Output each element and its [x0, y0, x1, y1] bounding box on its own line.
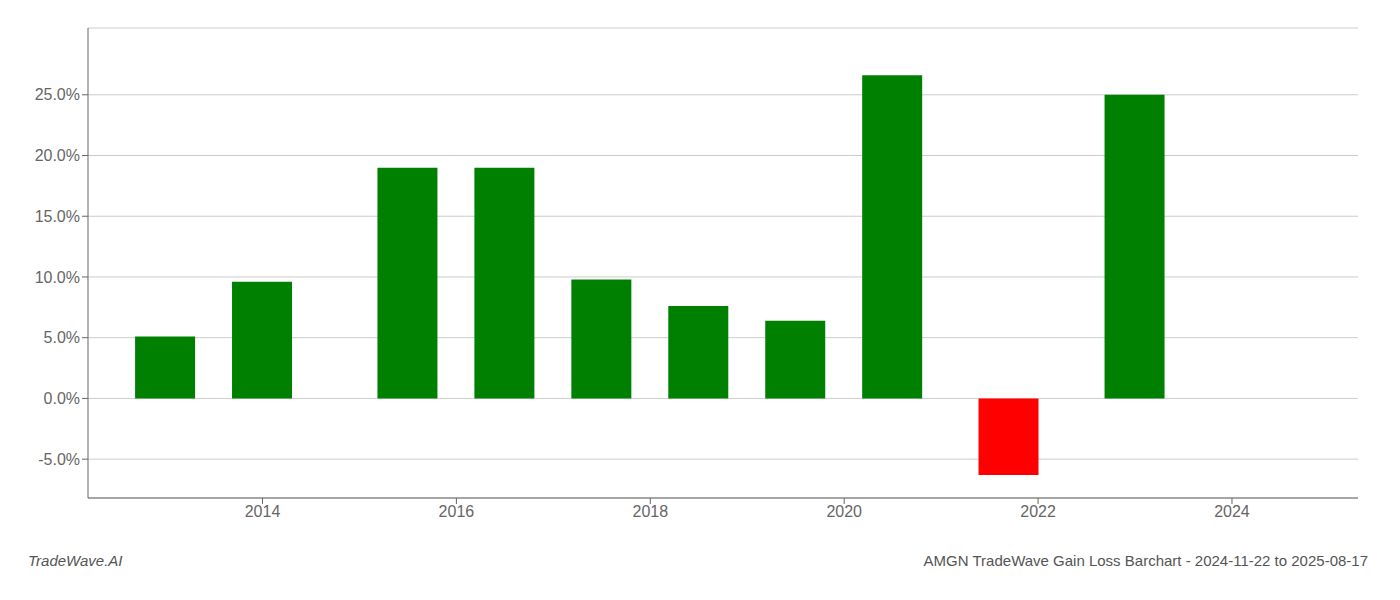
html-text:AMGN TradeWave Gain Loss Barch: AMGN TradeWave Gain Loss Barchart - 2024…: [923, 552, 1368, 569]
svg-text:2014: 2014: [245, 503, 281, 520]
svg-text:20.0%: 20.0%: [35, 147, 80, 164]
svg-text:0.0%: 0.0%: [44, 390, 80, 407]
html-text:TradeWave.AI: TradeWave.AI: [28, 552, 123, 569]
svg-text:-5.0%: -5.0%: [38, 451, 80, 468]
svg-text:2022: 2022: [1020, 503, 1056, 520]
svg-text:2020: 2020: [826, 503, 862, 520]
svg-text:10.0%: 10.0%: [35, 269, 80, 286]
svg-text:5.0%: 5.0%: [44, 329, 80, 346]
svg-text:15.0%: 15.0%: [35, 208, 80, 225]
svg-text:2016: 2016: [439, 503, 475, 520]
svg-text:2018: 2018: [632, 503, 668, 520]
svg-text:25.0%: 25.0%: [35, 86, 80, 103]
svg-text:2024: 2024: [1214, 503, 1250, 520]
